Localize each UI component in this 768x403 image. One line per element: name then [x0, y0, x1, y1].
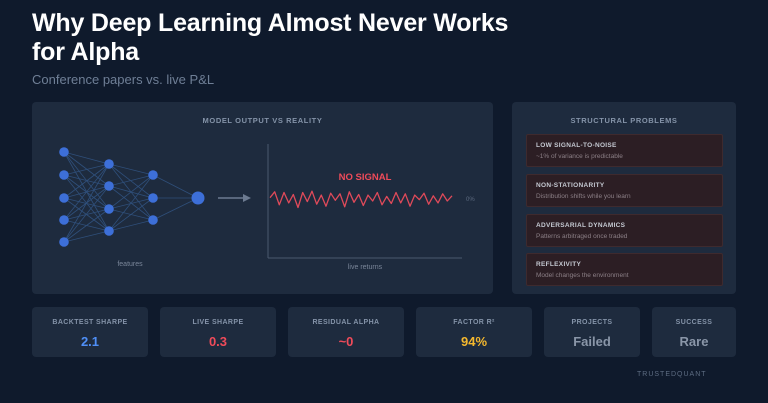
problem-title: ADVERSARIAL DYNAMICS [536, 222, 626, 229]
page-title: Why Deep Learning Almost Never Works for… [32, 9, 509, 66]
stat-label: RESIDUAL ALPHA [312, 319, 380, 326]
stat-label: FACTOR R² [453, 319, 495, 326]
model-diagram: features NO SIGNAL 0% live returns [59, 144, 475, 271]
stat-value: Rare [679, 334, 709, 349]
network-node [104, 204, 114, 214]
network-edge [108, 197, 154, 232]
problem-card: NON-STATIONARITY Distribution shifts whi… [526, 174, 723, 207]
problem-description: Model changes the environment [536, 272, 629, 279]
brand-footer: TRUSTEDQUANT [637, 371, 707, 378]
problem-card: REFLEXIVITY Model changes the environmen… [526, 253, 723, 286]
problem-description: ~1% of variance is predictable [536, 153, 623, 160]
network-edge [108, 174, 154, 232]
network-node [59, 215, 69, 225]
noise-series-line [269, 190, 453, 209]
network-node [104, 181, 114, 191]
stat-card-projects: PROJECTS Failed [544, 307, 640, 357]
network-node [59, 147, 69, 157]
zero-return-label: 0% [466, 197, 475, 203]
problem-title: REFLEXIVITY [536, 261, 582, 268]
stat-label: SUCCESS [675, 319, 713, 326]
network-node [148, 215, 158, 225]
model-output-heading: MODEL OUTPUT VS REALITY [202, 116, 323, 125]
network-node [59, 193, 69, 203]
stat-card-live-sharpe: LIVE SHARPE 0.3 [160, 307, 276, 357]
problem-description: Patterns arbitraged once traded [536, 233, 628, 240]
network-edge [152, 197, 199, 221]
network-edges [63, 151, 199, 243]
network-edge [108, 219, 154, 232]
chart-caption: live returns [348, 264, 383, 271]
structural-problems-heading: STRUCTURAL PROBLEMS [570, 116, 678, 125]
stat-value: 0.3 [208, 334, 228, 349]
network-node [104, 159, 114, 169]
network-edge [108, 174, 154, 210]
no-signal-label: NO SIGNAL [339, 172, 392, 183]
problem-description: Distribution shifts while you learn [536, 193, 631, 200]
model-output-panel: MODEL OUTPUT VS REALITY features NO SIGN… [32, 102, 493, 294]
stat-value: 94% [460, 334, 488, 349]
network-edge [63, 163, 110, 243]
network-edge [108, 163, 154, 199]
network-edge [63, 230, 110, 243]
network-edge [63, 163, 110, 176]
network-nodes [59, 147, 205, 247]
network-edge [108, 163, 154, 176]
problem-title: NON-STATIONARITY [536, 182, 605, 189]
network-edge [63, 163, 110, 221]
stat-label: LIVE SHARPE [192, 319, 244, 326]
structural-problems-panel: STRUCTURAL PROBLEMS LOW SIGNAL-TO-NOISE … [512, 102, 736, 294]
features-caption: features [117, 261, 143, 268]
network-edge [63, 151, 110, 165]
network-node [104, 226, 114, 236]
network-edge [63, 151, 110, 187]
arrow-icon [218, 194, 251, 202]
network-node [59, 237, 69, 247]
stat-card-success: SUCCESS Rare [652, 307, 736, 357]
stat-card-residual-alpha: RESIDUAL ALPHA ~0 [288, 307, 404, 357]
stat-card-backtest-sharpe: BACKTEST SHARPE 2.1 [32, 307, 148, 357]
network-edge [63, 208, 110, 243]
network-edge [152, 174, 199, 199]
network-node [148, 170, 158, 180]
network-node [59, 170, 69, 180]
stat-label: BACKTEST SHARPE [52, 319, 128, 326]
stat-value: ~0 [338, 334, 354, 349]
network-node [148, 193, 158, 203]
problem-title: LOW SIGNAL-TO-NOISE [536, 142, 617, 149]
network-edge [63, 163, 110, 199]
problem-card: LOW SIGNAL-TO-NOISE ~1% of variance is p… [526, 134, 723, 167]
returns-chart: NO SIGNAL 0% live returns [267, 144, 475, 271]
stat-card-factor-r2: FACTOR R² 94% [416, 307, 532, 357]
stat-value: Failed [573, 334, 611, 349]
output-node [191, 191, 205, 205]
problem-card: ADVERSARIAL DYNAMICS Patterns arbitraged… [526, 214, 723, 247]
network-edge [63, 185, 110, 243]
stat-value: 2.1 [80, 334, 100, 349]
stat-label: PROJECTS [571, 319, 613, 326]
page-subtitle: Conference papers vs. live P&L [32, 72, 215, 87]
network-edge [108, 174, 154, 187]
